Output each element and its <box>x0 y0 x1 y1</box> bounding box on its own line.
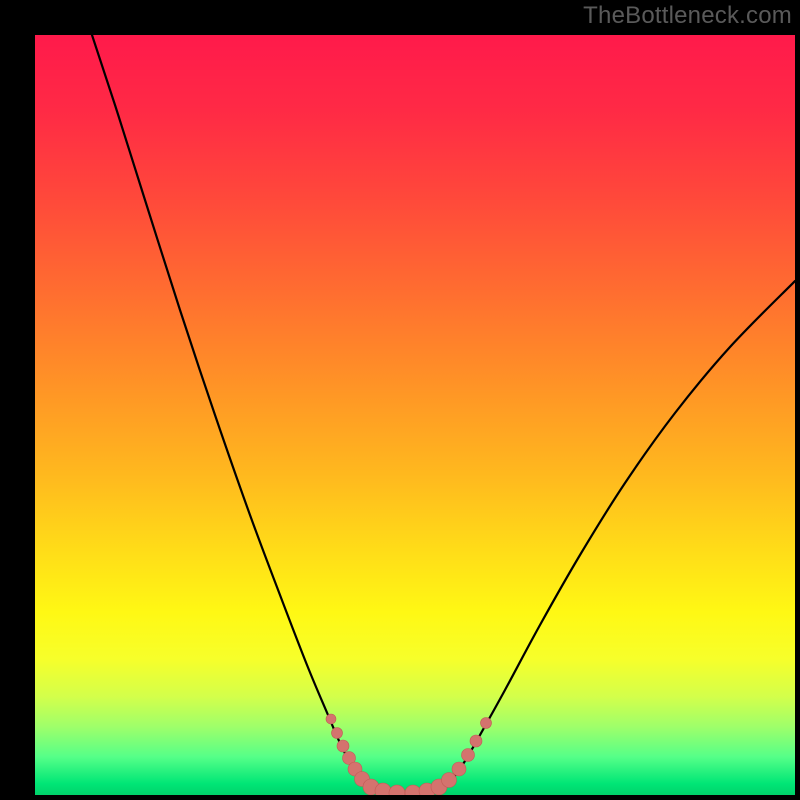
curve-marker <box>332 728 343 739</box>
curve-marker <box>326 714 336 724</box>
curve-marker <box>481 718 492 729</box>
curve-marker <box>462 749 475 762</box>
bottleneck-curve <box>92 35 795 793</box>
curve-marker <box>405 785 421 795</box>
watermark-text: TheBottleneck.com <box>583 2 792 30</box>
curve-layer <box>35 35 795 795</box>
curve-marker <box>470 735 482 747</box>
curve-marker <box>452 762 466 776</box>
curve-marker <box>442 773 457 788</box>
curve-marker <box>389 785 405 795</box>
curve-marker <box>337 740 349 752</box>
plot-area <box>35 35 795 795</box>
